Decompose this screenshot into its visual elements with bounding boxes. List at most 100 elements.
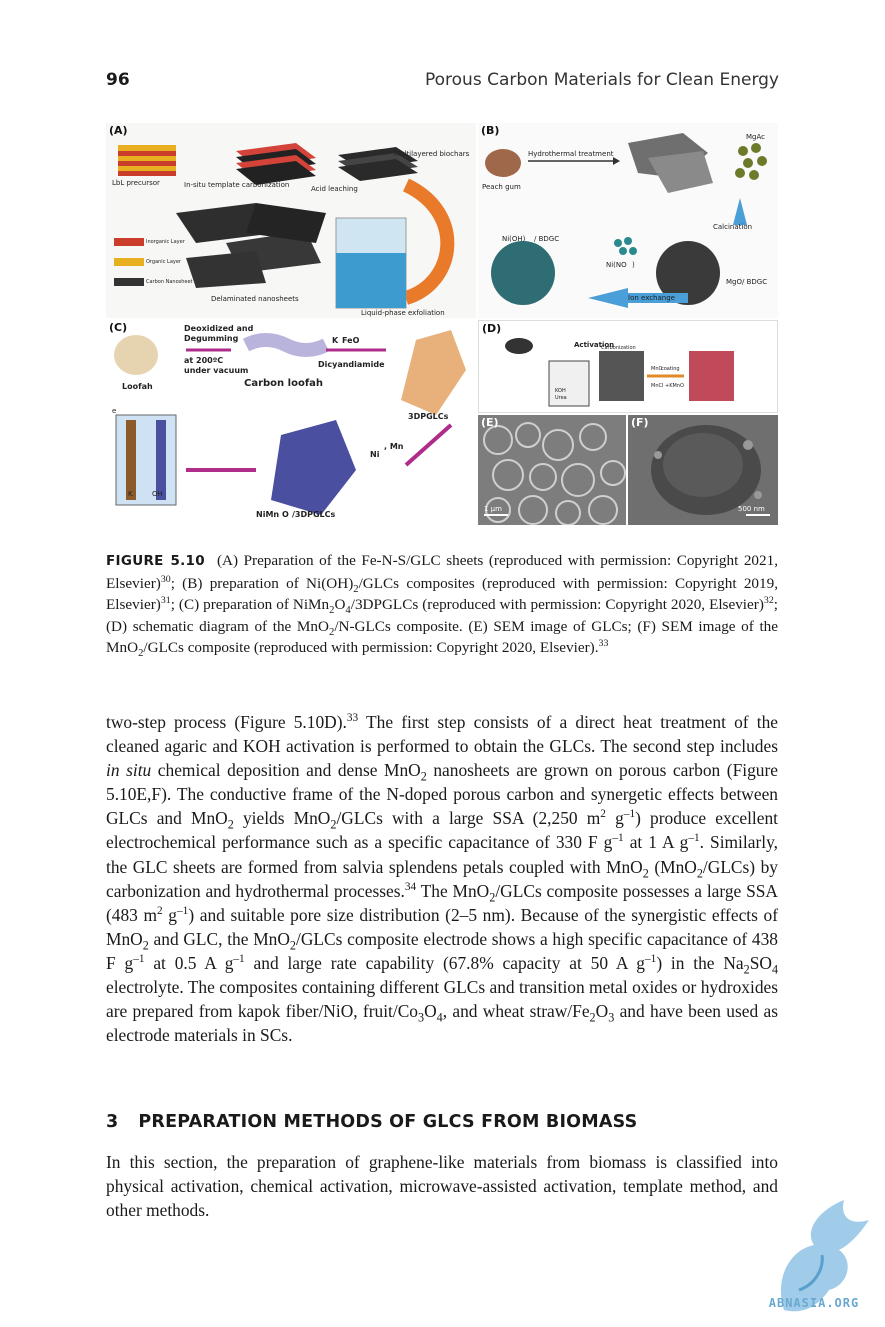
text: nanosheets are grown on porous carbon (F… xyxy=(106,760,778,829)
text: two-step process (Figure 5.10D). xyxy=(106,712,347,732)
panel-b-text: Peach gum xyxy=(482,183,521,191)
running-header: Porous Carbon Materials for Clean Energy xyxy=(424,70,779,90)
panel-c-text: NiMn xyxy=(256,510,280,519)
carbonized-stack xyxy=(236,143,316,185)
panel-c-text: at 200ºC xyxy=(184,356,224,365)
panel-c-text: /3DPGLCs xyxy=(292,510,336,519)
panel-a-text: Carbon Nanosheet xyxy=(146,279,193,285)
subscript: 4 xyxy=(436,1010,443,1025)
text: SO xyxy=(749,952,772,973)
mgac-spheres xyxy=(735,143,767,180)
caption-text: /N-GLCs composite. (E) SEM image of GLCs… xyxy=(106,617,778,657)
panel-c-text: Deoxidized and xyxy=(184,324,254,333)
panel-e: (E) 1 μm xyxy=(478,415,626,525)
panel-a-label: (A) xyxy=(109,124,128,137)
superscript: –1 xyxy=(177,904,189,917)
ref: 34 xyxy=(404,880,417,893)
panel-a-text: LbL precursor xyxy=(112,179,160,187)
caption-text: (A) Preparation of the Fe-N-S/GLC sheets… xyxy=(106,552,778,592)
sem-image-f xyxy=(628,415,778,525)
panel-d-label: (D) xyxy=(482,322,502,335)
ref: 32 xyxy=(763,594,774,606)
text: at 0.5 A g xyxy=(144,952,234,973)
text: (MnO xyxy=(648,856,697,877)
body-paragraph: two-step process (Figure 5.10D).33 The f… xyxy=(106,710,778,1047)
panel-b-text: Ion exchange xyxy=(628,294,675,302)
panel-b-drawing xyxy=(485,133,767,308)
subscript: 2 xyxy=(138,648,144,660)
panel-c-text: Dicyandiamide xyxy=(318,360,385,369)
panel-a-text: Delaminated nanosheets xyxy=(211,295,299,303)
text: chemical deposition and dense MnO xyxy=(151,760,421,781)
panel-d-text: MnO xyxy=(651,366,663,372)
superscript: –1 xyxy=(612,832,624,845)
text: The MnO xyxy=(416,880,490,901)
panel-c-text: , Mn xyxy=(384,442,404,451)
subscript: 2 xyxy=(589,1010,596,1025)
subscript: 2 xyxy=(743,962,750,977)
panel-d-text: coating xyxy=(661,366,680,372)
panel-c-text: Loofah xyxy=(122,382,153,391)
panel-a-text: Multilayered biochars xyxy=(394,150,470,158)
text: and large rate capability (67.8% capacit… xyxy=(244,952,646,973)
panel-a-drawing xyxy=(114,143,455,309)
subscript: 2 xyxy=(227,817,234,832)
text: g xyxy=(162,904,178,925)
panel-b-text: Hydrothermal treatment xyxy=(528,150,614,158)
text: electrolyte. The composites containing d… xyxy=(106,977,778,1022)
text: ) in the Na xyxy=(656,952,744,973)
watermark-logo xyxy=(780,1200,869,1312)
panel-b-text: Calcination xyxy=(713,223,753,231)
text: ) produce excellent electrochemical perf… xyxy=(106,808,778,853)
superscript: –1 xyxy=(623,808,636,821)
panel-d-text: Urea xyxy=(555,395,567,401)
exfoliation-arrow xyxy=(402,178,455,305)
superscript: 2 xyxy=(600,808,606,821)
nanosheets xyxy=(176,203,326,288)
text: O xyxy=(424,1001,437,1022)
panel-b-text: MgO/ BDGC xyxy=(726,278,768,286)
nioh-bdgc xyxy=(491,241,555,305)
subscript: 4 xyxy=(345,605,351,617)
panel-a: (A) LbL precursor In-situ template carbo… xyxy=(106,123,476,318)
ref: 33 xyxy=(346,712,359,725)
ref: 33 xyxy=(598,637,609,649)
superscript: –1 xyxy=(645,953,657,966)
text: and have been used as electrode material… xyxy=(106,1001,778,1046)
lbl-precursor-stack xyxy=(118,145,176,176)
section-heading: 3 PREPARATION METHODS OF GLCS FROM BIOMAS… xyxy=(106,1112,637,1132)
3dpglcs xyxy=(401,330,466,415)
caption-text: O xyxy=(334,596,346,613)
panel-a-text: Liquid-phase exfoliation xyxy=(361,309,445,317)
scale-bar-e: 1 μm xyxy=(484,505,502,513)
panel-c-text: K xyxy=(128,490,133,498)
text: g xyxy=(605,808,624,829)
caption-text: /GLCs composite (reproduced with permiss… xyxy=(143,639,599,656)
text: . Similarly, the GLC sheets are formed f… xyxy=(106,832,778,877)
superscript: 2 xyxy=(157,904,163,917)
text: at 1 A g xyxy=(623,832,689,853)
panel-b-text: ) xyxy=(632,261,635,269)
panel-c: (C) Deoxidized and Degumming at 200ºC un… xyxy=(106,320,476,525)
subscript: 2 xyxy=(142,938,149,953)
panel-c-text: 3DPGLCs xyxy=(408,412,449,421)
panel-d: (D) Activation Carbonization KOH Urea Mn… xyxy=(478,320,778,413)
layer-legend xyxy=(114,238,144,286)
panel-b-text: MgAc xyxy=(746,133,765,141)
figure-caption: FIGURE 5.10 (A) Preparation of the Fe-N-S… xyxy=(106,550,778,659)
panel-d-text: KOH xyxy=(555,388,566,394)
subscript: 4 xyxy=(771,962,779,977)
calcination-arrow xyxy=(733,198,747,225)
italic-text: in situ xyxy=(106,760,152,781)
subscript: 2 xyxy=(330,817,337,832)
text: ) and suitable pore size distribution (2… xyxy=(106,904,778,949)
sem-image-e xyxy=(478,415,626,525)
text: /GLCs composite electrode shows a high s… xyxy=(106,928,778,973)
panel-f-label: (F) xyxy=(631,416,649,429)
subscript: 2 xyxy=(420,769,427,784)
panel-a-text: Acid leaching xyxy=(311,185,358,193)
text: O xyxy=(595,1001,609,1022)
scale-bar-f: 500 nm xyxy=(738,505,765,513)
panel-c-label: (C) xyxy=(109,321,128,334)
carbon-block xyxy=(599,351,644,401)
